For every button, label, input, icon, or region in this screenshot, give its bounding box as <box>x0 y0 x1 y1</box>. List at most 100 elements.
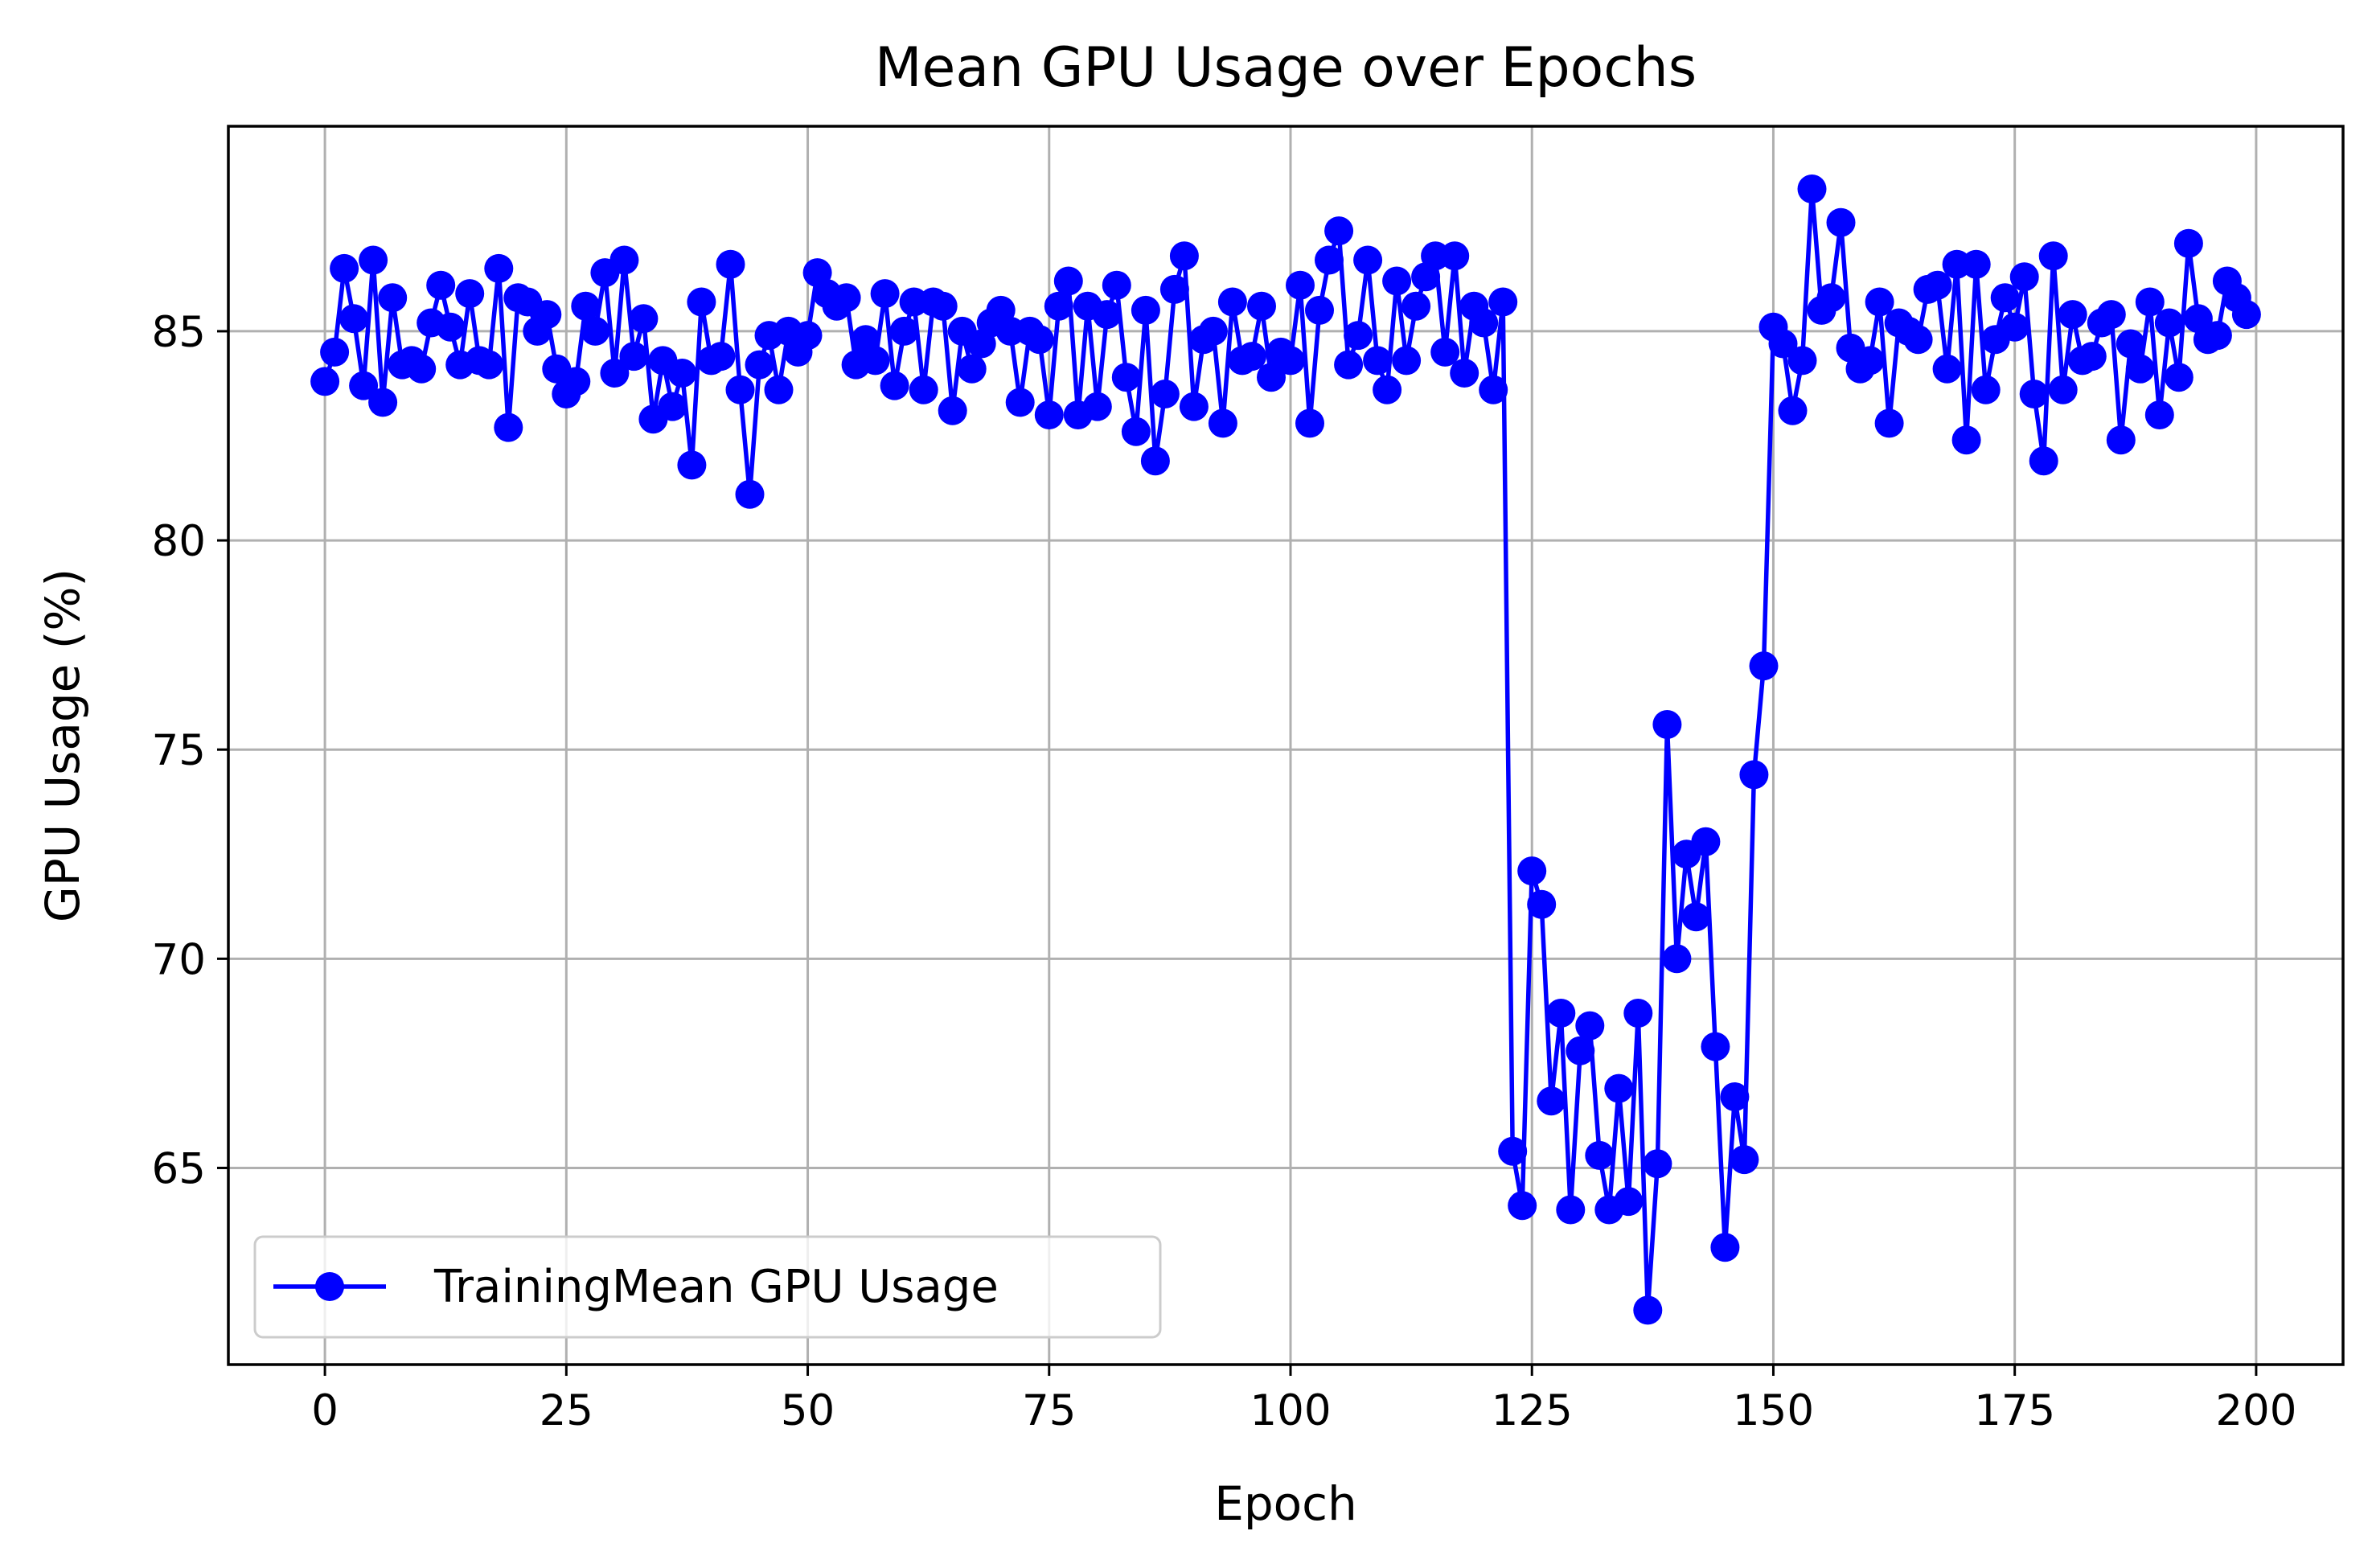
data-point <box>1198 316 1228 346</box>
data-point <box>407 354 437 384</box>
data-point <box>870 279 900 309</box>
data-point <box>1787 346 1817 376</box>
data-point <box>2000 312 2029 342</box>
data-point <box>745 350 774 380</box>
data-point <box>1034 400 1064 429</box>
data-point <box>619 342 649 371</box>
data-point <box>2202 321 2232 351</box>
data-point <box>928 291 958 321</box>
y-tick-label: 65 <box>152 1144 206 1193</box>
data-point <box>1382 266 1412 296</box>
x-tick-label: 100 <box>1250 1386 1331 1435</box>
data-point <box>1961 249 1991 279</box>
data-point <box>1430 337 1460 367</box>
data-point <box>1450 359 1479 388</box>
data-point <box>1749 651 1779 681</box>
data-point <box>2231 300 2261 330</box>
data-point <box>1092 300 1122 330</box>
data-point <box>716 249 745 279</box>
data-point <box>1044 291 1073 321</box>
data-point <box>2154 308 2184 338</box>
x-tick-label: 25 <box>540 1386 593 1435</box>
data-point <box>880 371 909 400</box>
data-point <box>860 346 890 376</box>
data-point <box>1159 274 1189 304</box>
data-point <box>1623 999 1653 1028</box>
data-point <box>2077 342 2107 371</box>
data-point <box>1768 329 1798 359</box>
data-point <box>339 304 369 334</box>
data-point <box>1363 346 1393 376</box>
data-point <box>1517 856 1547 886</box>
data-point <box>706 342 736 371</box>
data-point <box>532 300 562 330</box>
data-point <box>1286 270 1315 300</box>
data-point <box>1797 174 1827 203</box>
data-point <box>2009 262 2039 292</box>
data-point <box>1556 1195 1586 1225</box>
data-point <box>2164 363 2193 392</box>
data-point <box>1315 245 1344 275</box>
data-point <box>1005 388 1035 417</box>
data-point <box>2048 375 2078 404</box>
data-point <box>426 270 456 300</box>
data-point <box>2019 380 2049 408</box>
y-tick-label: 70 <box>152 935 206 984</box>
axis-ticks: 0 25 50 75 100 125 150 175 200 65 70 75 80 85 <box>152 308 2297 1435</box>
data-point <box>571 291 601 321</box>
data-point <box>1179 392 1209 421</box>
data-point <box>677 450 707 480</box>
data-point <box>561 367 591 396</box>
data-point <box>1855 346 1885 376</box>
data-point <box>320 337 350 367</box>
data-point <box>436 312 466 342</box>
data-point <box>667 359 697 388</box>
data-point <box>1131 295 1160 325</box>
data-point <box>1324 216 1354 246</box>
data-point <box>1537 1086 1566 1116</box>
data-point <box>609 245 639 275</box>
data-point <box>1826 207 1856 237</box>
data-point <box>474 350 504 380</box>
data-point <box>2096 300 2126 330</box>
data-point <box>2144 400 2174 429</box>
data-point <box>1662 944 1692 974</box>
data-point <box>1923 270 1952 300</box>
data-point <box>658 392 687 421</box>
data-point <box>1874 408 1904 438</box>
data-point <box>378 283 408 313</box>
data-point <box>1344 321 1373 351</box>
data-point <box>1508 1191 1537 1221</box>
plot-frame <box>227 125 2345 1366</box>
x-tick-label: 50 <box>781 1386 835 1435</box>
data-point <box>735 479 765 509</box>
data-point <box>1208 408 1237 438</box>
legend: TrainingMean GPU Usage <box>253 1235 1162 1339</box>
data-point <box>1633 1295 1663 1325</box>
data-point <box>831 283 861 313</box>
x-tick-label: 75 <box>1022 1386 1076 1435</box>
data-point <box>1295 408 1324 438</box>
data-point <box>1730 1145 1759 1175</box>
y-tick-label: 75 <box>152 726 206 775</box>
data-point <box>629 304 659 334</box>
y-axis-label: GPU Usage (%) <box>35 569 90 922</box>
x-tick-label: 125 <box>1492 1386 1573 1435</box>
data-point <box>957 354 987 384</box>
data-point <box>1865 287 1894 317</box>
data-point <box>1681 902 1711 932</box>
x-tick-label: 150 <box>1733 1386 1814 1435</box>
data-point <box>1604 1073 1634 1103</box>
data-point <box>1614 1187 1644 1217</box>
data-point <box>1401 291 1431 321</box>
y-tick-label: 80 <box>152 517 206 566</box>
data-point <box>1903 325 1933 355</box>
data-point <box>1527 889 1557 919</box>
x-tick-label: 0 <box>311 1386 339 1435</box>
data-point <box>2038 241 2068 271</box>
data-point <box>1488 287 1518 317</box>
chart-title: Mean GPU Usage over Epochs <box>875 36 1697 100</box>
data-point <box>1140 446 1170 476</box>
data-point <box>764 375 794 404</box>
x-axis-label: Epoch <box>1214 1476 1357 1531</box>
